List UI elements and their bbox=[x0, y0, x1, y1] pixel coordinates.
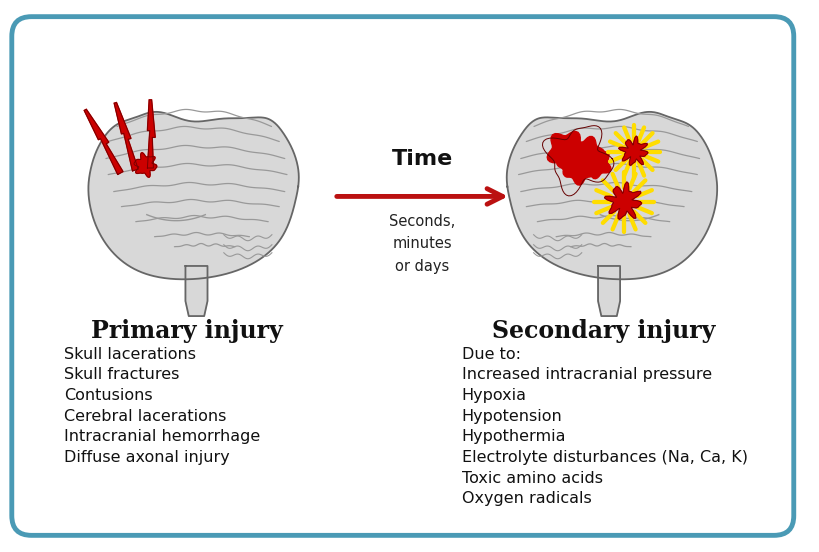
Polygon shape bbox=[597, 266, 619, 316]
Text: Cerebral lacerations: Cerebral lacerations bbox=[64, 408, 226, 423]
Polygon shape bbox=[546, 131, 587, 172]
Polygon shape bbox=[506, 112, 717, 279]
Polygon shape bbox=[88, 112, 298, 279]
Text: Due to:: Due to: bbox=[461, 347, 520, 362]
Text: Electrolyte disturbances (Na, Ca, K): Electrolyte disturbances (Na, Ca, K) bbox=[461, 450, 747, 465]
Text: Time: Time bbox=[391, 149, 452, 169]
Text: Hypotension: Hypotension bbox=[461, 408, 562, 423]
Text: Increased intracranial pressure: Increased intracranial pressure bbox=[461, 368, 711, 383]
Polygon shape bbox=[571, 136, 604, 171]
Polygon shape bbox=[581, 150, 610, 179]
Polygon shape bbox=[114, 103, 138, 171]
Polygon shape bbox=[185, 266, 207, 316]
Text: Oxygen radicals: Oxygen radicals bbox=[461, 491, 590, 506]
Text: Secondary injury: Secondary injury bbox=[492, 319, 715, 343]
Polygon shape bbox=[556, 150, 582, 177]
Text: Intracranial hemorrhage: Intracranial hemorrhage bbox=[64, 429, 260, 444]
Text: Hypothermia: Hypothermia bbox=[461, 429, 566, 444]
Text: Seconds,
minutes
or days: Seconds, minutes or days bbox=[389, 214, 455, 273]
Text: Hypoxia: Hypoxia bbox=[461, 388, 526, 403]
Polygon shape bbox=[618, 136, 647, 166]
Text: Contusions: Contusions bbox=[64, 388, 152, 403]
Polygon shape bbox=[133, 153, 156, 177]
Text: Toxic amino acids: Toxic amino acids bbox=[461, 470, 602, 486]
Text: Primary injury: Primary injury bbox=[91, 319, 283, 343]
Text: Skull fractures: Skull fractures bbox=[64, 368, 179, 383]
Text: Skull lacerations: Skull lacerations bbox=[64, 347, 196, 362]
Polygon shape bbox=[604, 182, 641, 219]
Text: Diffuse axonal injury: Diffuse axonal injury bbox=[64, 450, 229, 465]
Polygon shape bbox=[563, 155, 595, 185]
Polygon shape bbox=[84, 109, 123, 174]
FancyBboxPatch shape bbox=[11, 17, 793, 535]
Polygon shape bbox=[147, 100, 155, 168]
